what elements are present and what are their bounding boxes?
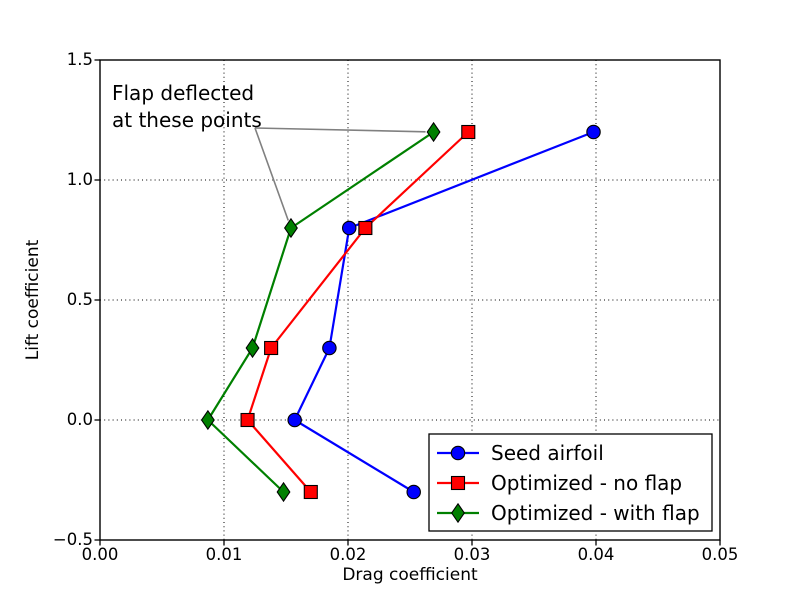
data-point-marker-square	[358, 220, 373, 236]
annotation-leader-line	[254, 127, 290, 221]
x-tick-label: 0.03	[453, 545, 491, 564]
data-point-marker-square	[461, 124, 476, 140]
data-point-marker-circle	[322, 340, 337, 356]
x-tick-label: 0.02	[329, 545, 367, 564]
series-line	[206, 131, 435, 493]
data-point-marker-circle	[586, 124, 601, 140]
x-tick-label: 0.00	[81, 545, 119, 564]
legend-graphics-layer	[428, 433, 713, 532]
y-tick-label: 0.5	[66, 290, 93, 309]
y-axis-title: Lift coefficient	[23, 239, 43, 361]
data-point-marker-diamond	[426, 121, 441, 143]
series-layer	[200, 121, 601, 503]
y-tick-label: −0.5	[52, 530, 93, 549]
data-point-marker-square	[450, 475, 466, 491]
data-point-marker-square	[264, 340, 279, 356]
annotation-text-line1: Flap deflected	[112, 81, 255, 105]
y-tick-label: 0.0	[66, 410, 93, 429]
data-point-marker-square	[240, 412, 255, 428]
data-point-marker-diamond	[245, 337, 260, 359]
annotation-leader-layer	[254, 127, 426, 221]
annotation-text: Flap deflected at these points	[112, 80, 262, 134]
data-point-marker-diamond	[283, 217, 298, 239]
data-point-marker-circle	[450, 445, 466, 461]
data-point-marker-diamond	[276, 481, 291, 503]
x-tick-label: 0.04	[577, 545, 615, 564]
legend-label-optimized-no-flap: Optimized - no flap	[491, 471, 683, 495]
y-tick-label: 1.0	[66, 170, 93, 189]
data-point-marker-diamond	[451, 502, 465, 524]
data-point-marker-circle	[287, 412, 302, 428]
y-tick-label: 1.5	[66, 50, 93, 69]
annotation-text-line2: at these points	[112, 108, 262, 132]
legend-label-optimized-with-flap: Optimized - with flap	[491, 501, 700, 525]
axes-frame-layer	[94, 59, 721, 546]
x-axis-title: Drag coefficient	[342, 565, 478, 585]
x-tick-label: 0.05	[701, 545, 739, 564]
data-point-marker-diamond	[200, 409, 215, 431]
data-point-marker-circle	[341, 220, 357, 236]
annotation-leader-line	[254, 127, 426, 133]
legend-label-seed-airfoil: Seed airfoil	[491, 441, 604, 465]
x-tick-label: 0.01	[205, 545, 243, 564]
data-point-marker-circle	[406, 484, 421, 500]
data-point-marker-square	[303, 484, 318, 500]
